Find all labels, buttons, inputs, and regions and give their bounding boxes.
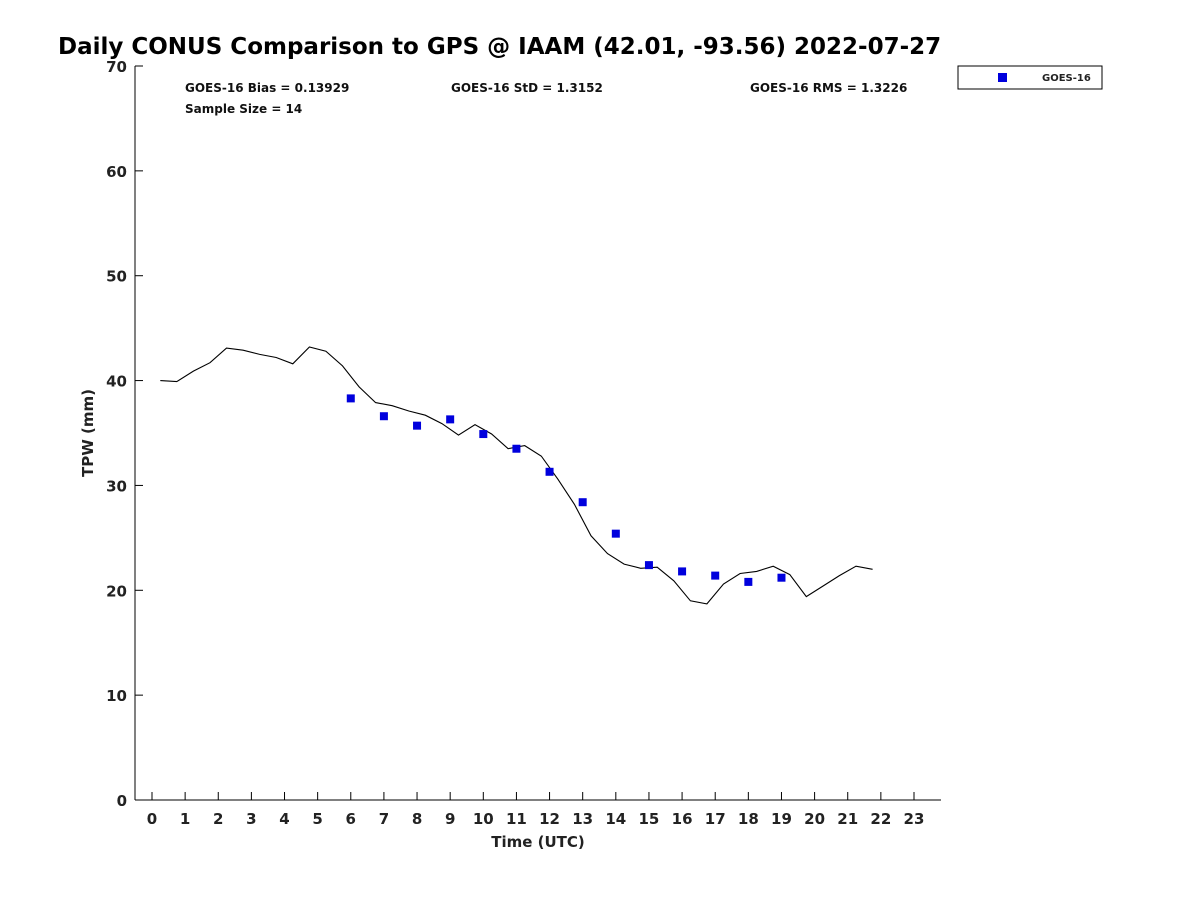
y-tick-label-7: 70 — [106, 58, 127, 76]
x-tick-label-19: 19 — [771, 810, 792, 828]
x-tick-label-12: 12 — [539, 810, 560, 828]
y-axis-ticks: 0 10 20 30 40 50 60 70 — [106, 58, 143, 810]
x-axis-label: Time (UTC) — [491, 833, 585, 851]
goes16-point-8 — [611, 529, 620, 538]
bias-stat: GOES-16 Bias = 0.13929 — [185, 81, 349, 95]
goes16-point-11 — [711, 571, 720, 580]
x-tick-label-0: 0 — [147, 810, 157, 828]
goes16-point-7 — [578, 498, 587, 507]
goes16-point-12 — [744, 577, 753, 586]
goes16-point-4 — [479, 430, 488, 439]
x-tick-label-10: 10 — [473, 810, 494, 828]
x-tick-label-20: 20 — [804, 810, 825, 828]
x-axis-ticks: 0 1 2 3 4 5 6 7 8 9 10 11 12 13 14 15 16 17 18 19 20 21 22 23 — [147, 792, 925, 828]
x-tick-label-4: 4 — [279, 810, 289, 828]
y-tick-label-0: 0 — [117, 792, 127, 810]
x-tick-label-23: 23 — [904, 810, 925, 828]
legend-box — [957, 65, 1103, 90]
x-tick-label-2: 2 — [213, 810, 223, 828]
x-tick-label-17: 17 — [705, 810, 726, 828]
goes16-point-1 — [379, 412, 388, 421]
sample-size-stat: Sample Size = 14 — [185, 102, 302, 116]
y-axis-label: TPW (mm) — [79, 389, 97, 477]
x-tick-label-14: 14 — [605, 810, 626, 828]
legend-goes16-label: GOES-16 — [1042, 73, 1091, 84]
y-tick-label-4: 40 — [106, 373, 127, 391]
x-tick-label-13: 13 — [572, 810, 593, 828]
goes16-point-13 — [777, 573, 786, 582]
x-tick-label-5: 5 — [312, 810, 322, 828]
x-tick-label-16: 16 — [672, 810, 693, 828]
x-tick-label-9: 9 — [445, 810, 455, 828]
goes16-point-9 — [644, 561, 653, 570]
goes16-point-6 — [545, 467, 554, 476]
y-tick-label-5: 50 — [106, 268, 127, 286]
x-tick-label-6: 6 — [346, 810, 356, 828]
gps-series-line — [160, 346, 873, 605]
rms-stat: GOES-16 RMS = 1.3226 — [750, 81, 907, 95]
x-tick-label-1: 1 — [180, 810, 190, 828]
goes16-point-2 — [413, 421, 422, 430]
chart-title: Daily CONUS Comparison to GPS @ IAAM (42… — [58, 34, 941, 60]
goes16-point-10 — [678, 567, 687, 576]
y-tick-label-6: 60 — [106, 163, 127, 181]
goes16-point-0 — [346, 394, 355, 403]
x-tick-label-22: 22 — [870, 810, 891, 828]
x-tick-label-18: 18 — [738, 810, 759, 828]
legend: GOES-16 — [957, 65, 1103, 90]
y-tick-label-2: 20 — [106, 582, 127, 600]
x-tick-label-15: 15 — [639, 810, 660, 828]
goes16-point-5 — [512, 444, 521, 453]
goes16-point-3 — [446, 415, 455, 424]
y-tick-label-1: 10 — [106, 687, 127, 705]
x-tick-label-11: 11 — [506, 810, 527, 828]
plot-area — [160, 346, 873, 605]
x-tick-label-3: 3 — [246, 810, 256, 828]
x-tick-label-7: 7 — [379, 810, 389, 828]
x-tick-label-8: 8 — [412, 810, 422, 828]
std-stat: GOES-16 StD = 1.3152 — [451, 81, 603, 95]
x-tick-label-21: 21 — [837, 810, 858, 828]
y-tick-label-3: 30 — [106, 477, 127, 495]
legend-goes16-marker — [998, 73, 1007, 82]
